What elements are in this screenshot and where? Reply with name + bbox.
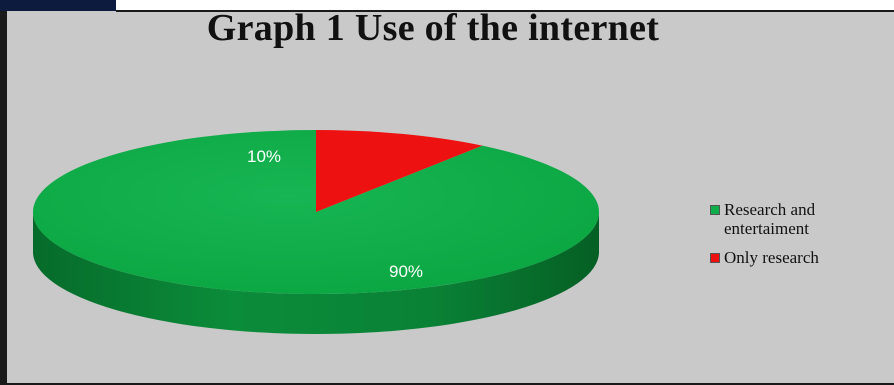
bottom-border [0, 383, 894, 385]
data-label-2: 10% [247, 147, 281, 166]
legend-label: Only research [724, 248, 819, 267]
pie-slice-2 [316, 130, 483, 212]
corner-tab [0, 0, 116, 11]
legend-label: Research and entertaiment [724, 200, 816, 238]
legend-item-1: Research and entertaiment [710, 200, 894, 238]
data-label-1: 90% [389, 262, 423, 281]
top-border [116, 10, 894, 12]
legend-item-2: Only research [710, 248, 894, 267]
left-border [0, 10, 7, 385]
pie-side-wall [33, 212, 599, 334]
legend: Research and entertaiment Only research [710, 200, 894, 277]
chart-title: Graph 1 Use of the internet [206, 7, 660, 49]
legend-swatch [710, 253, 720, 263]
legend-swatch [710, 205, 720, 215]
